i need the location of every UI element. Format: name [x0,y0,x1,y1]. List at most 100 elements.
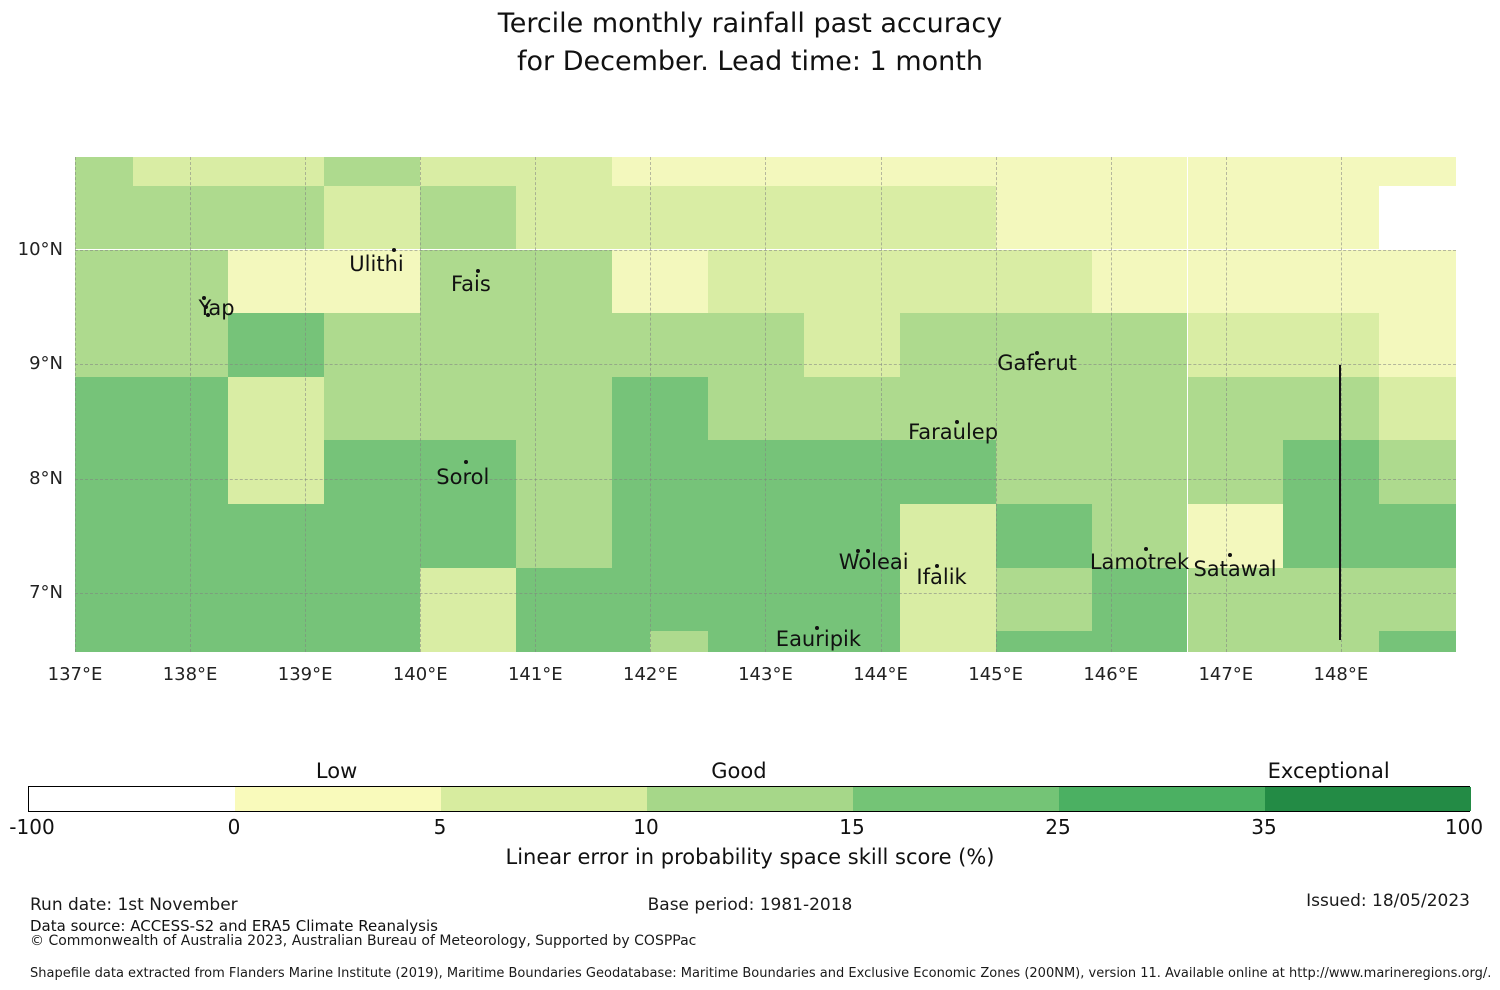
heatmap-cell [899,185,996,250]
heatmap-cell [803,503,900,568]
colorbar-region-label: Good [711,759,767,783]
colorbar-segment [1265,787,1471,811]
heatmap-cell [803,376,900,441]
shapefile-attribution-text: Shapefile data extracted from Flanders M… [30,966,1492,981]
heatmap-cell [995,185,1092,250]
horizontal-gridline [75,478,1456,480]
heatmap-cell [516,156,613,186]
island-marker-dot [815,626,820,631]
x-axis-tick-label: 140°E [392,663,448,685]
heatmap-cell [516,567,613,632]
heatmap-cell [1091,631,1188,652]
base-period-text: Base period: 1981-2018 [647,895,853,915]
heatmap-cell [1187,185,1284,250]
colorbar-bar [28,786,1471,812]
heatmap-cell [132,376,229,441]
heatmap-cell [995,440,1092,504]
heatmap-cell [995,156,1092,186]
heatmap-cell [1379,185,1456,250]
heatmap-cell [516,503,613,568]
island-marker-dot [865,548,870,553]
x-axis-tick-label: 141°E [507,663,563,685]
heatmap-cell [420,249,517,314]
x-axis-tick-label: 146°E [1083,663,1139,685]
vertical-gridline [880,156,882,652]
heatmap-cell [228,631,325,652]
island-label: Gaferut [997,350,1077,375]
heatmap-cell [899,376,996,441]
heatmap-cell [707,567,804,632]
heatmap-cell [132,249,229,314]
heatmap-cell [228,567,325,632]
heatmap-cell [803,249,900,314]
colorbar-tick-label: 0 [227,815,241,839]
heatmap-cell [1091,185,1188,250]
colorbar-region-label: Exceptional [1267,759,1390,783]
horizontal-gridline [75,593,1456,594]
x-axis-tick-label: 143°E [738,663,793,685]
heatmap-cell [420,376,517,441]
heatmap-cell [1283,156,1380,186]
heatmap-cell [899,631,996,652]
data-source-text: Data source: ACCESS-S2 and ERA5 Climate … [30,917,438,935]
y-axis-tick-label: 8°N [29,467,63,489]
island-label: Fais [450,271,491,296]
heatmap-cell [612,503,708,568]
chart-title-line2: for December. Lead time: 1 month [517,46,983,77]
heatmap-cell [1283,503,1380,568]
heatmap-cell [420,185,517,250]
vertical-gridline [1340,156,1342,652]
heatmap-cell [803,185,900,250]
heatmap-cell [1091,249,1188,314]
colorbar-tick-label: -100 [9,815,55,839]
heatmap-cell [132,185,229,250]
colorbar-segment [647,787,853,811]
island-label: Satawal [1193,556,1277,581]
chart-title-line1: Tercile monthly rainfall past accuracy [497,8,1003,39]
heatmap-cell [1379,313,1456,377]
island-marker-dot [1228,553,1233,558]
heatmap-cell [707,631,804,652]
issued-text: Issued: 18/05/2023 [1306,891,1470,911]
heatmap-cell [1283,631,1380,652]
x-axis-tick-label: 138°E [162,663,218,685]
heatmap-cell [995,631,1092,652]
heatmap-cell [324,156,421,186]
heatmap-cell [420,440,517,504]
heatmap-cell [707,249,804,314]
heatmap-cell [1091,567,1188,632]
heatmap-cell [1091,440,1188,504]
heatmap-cell [75,185,133,250]
heatmap-cell [75,503,133,568]
heatmap-cell [899,567,996,632]
colorbar-tick-label: 100 [1444,815,1484,839]
heatmap-cell [899,156,996,186]
vertical-gridline [535,156,537,652]
heatmap-cell [995,313,1092,377]
vertical-gridline [1110,156,1112,652]
heatmap-cell [803,440,900,504]
island-marker-dot [1144,547,1149,552]
island-label: Ulithi [349,252,404,277]
heatmap-cell [995,503,1092,568]
heatmap-cell [1283,567,1380,632]
colorbar-segment [29,787,235,811]
heatmap-cell [707,185,804,250]
heatmap-cell [132,156,229,186]
heatmap-cell [75,440,133,504]
colorbar-segment [1059,787,1265,811]
heatmap-cell [1379,503,1456,568]
y-axis-tick-label: 10°N [17,238,63,260]
island-marker-dot [464,460,469,465]
vertical-gridline [995,156,997,652]
heatmap-cell [803,567,900,632]
island-label: Woleai [838,550,909,575]
heatmap-cell [420,156,517,186]
heatmap-cell [1283,249,1380,314]
heatmap-cell [1283,440,1380,504]
x-axis-tick-label: 144°E [853,663,908,685]
copyright-text: © Commonwealth of Australia 2023, Austra… [30,933,697,949]
heatmap-cell [516,249,613,314]
heatmap-cell [75,156,133,186]
